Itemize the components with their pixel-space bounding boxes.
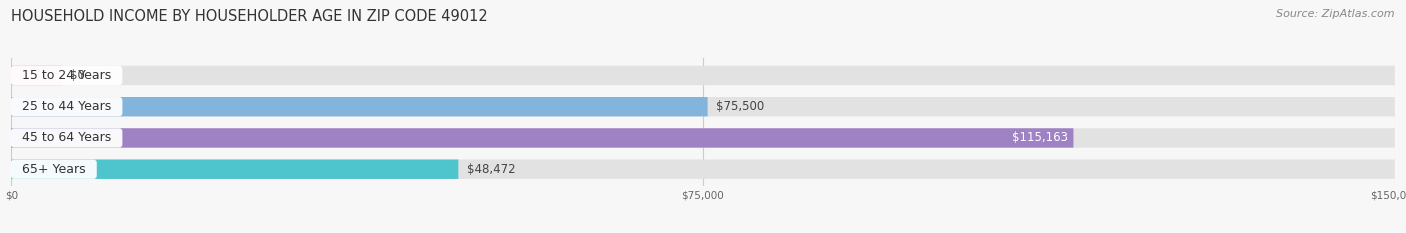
FancyBboxPatch shape <box>11 128 1395 148</box>
Text: $48,472: $48,472 <box>467 163 515 176</box>
FancyBboxPatch shape <box>11 160 1395 179</box>
FancyBboxPatch shape <box>11 160 458 179</box>
Text: 15 to 24 Years: 15 to 24 Years <box>14 69 120 82</box>
Text: $115,163: $115,163 <box>1012 131 1069 144</box>
Text: Source: ZipAtlas.com: Source: ZipAtlas.com <box>1277 9 1395 19</box>
FancyBboxPatch shape <box>11 66 1395 85</box>
Text: 25 to 44 Years: 25 to 44 Years <box>14 100 120 113</box>
FancyBboxPatch shape <box>11 66 62 85</box>
Text: $75,500: $75,500 <box>716 100 765 113</box>
FancyBboxPatch shape <box>11 97 1395 116</box>
Text: $0: $0 <box>70 69 86 82</box>
FancyBboxPatch shape <box>11 128 1073 148</box>
Text: 45 to 64 Years: 45 to 64 Years <box>14 131 120 144</box>
Text: HOUSEHOLD INCOME BY HOUSEHOLDER AGE IN ZIP CODE 49012: HOUSEHOLD INCOME BY HOUSEHOLDER AGE IN Z… <box>11 9 488 24</box>
FancyBboxPatch shape <box>11 97 707 116</box>
Text: 65+ Years: 65+ Years <box>14 163 94 176</box>
